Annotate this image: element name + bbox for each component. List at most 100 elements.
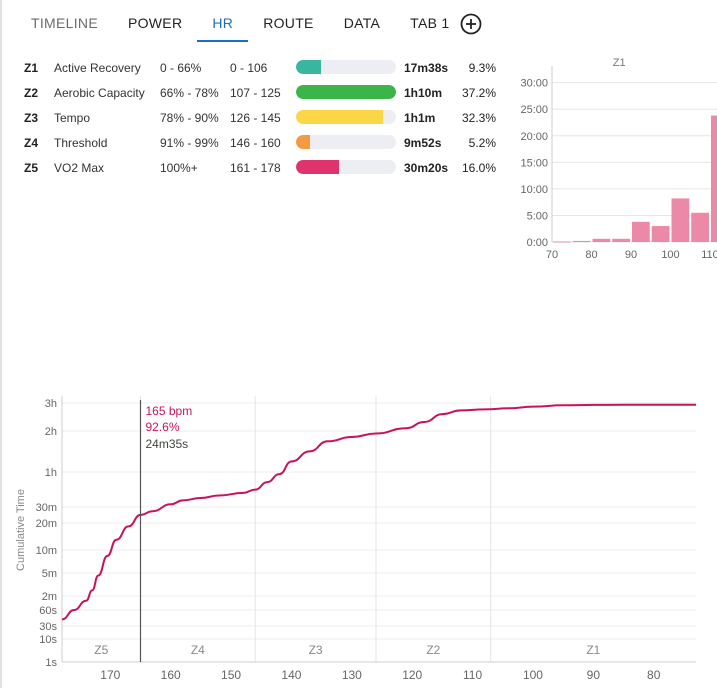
- zone-time-bar-fill: [296, 60, 321, 74]
- histogram-bar: [632, 221, 650, 242]
- cumulative-y-tick: 20m: [36, 518, 57, 530]
- zone-bpm-range: 146 - 160: [230, 136, 281, 150]
- hover-label-bpm: 165 bpm: [145, 404, 192, 418]
- zone-time-bar-fill: [296, 110, 383, 124]
- cumulative-x-tick: 170: [100, 668, 120, 682]
- zone-row: Z2 Aerobic Capacity 66% - 78% 107 - 125 …: [24, 83, 504, 103]
- histogram-bar: [651, 226, 670, 242]
- zone-percent-range: 91% - 99%: [160, 136, 219, 150]
- cumulative-x-tick: 130: [342, 668, 362, 682]
- cumulative-y-tick: 2m: [42, 591, 57, 603]
- zone-share: 37.2%: [461, 86, 496, 100]
- histogram-x-tick: 70: [546, 249, 558, 261]
- histogram-x-tick: 100: [661, 249, 679, 261]
- zone-label: Z1: [586, 643, 600, 657]
- histogram-bar: [612, 238, 630, 242]
- histogram-bar: [671, 198, 690, 242]
- cumulative-y-tick: 5m: [42, 568, 57, 580]
- zone-time-bar-fill: [296, 135, 310, 149]
- zone-name: Active Recovery: [54, 61, 141, 75]
- zone-id: Z1: [24, 61, 39, 75]
- zone-row: Z3 Tempo 78% - 90% 126 - 145 1h1m 32.3%: [24, 108, 504, 128]
- zone-time-bar-fill: [296, 160, 339, 174]
- cumulative-y-axis-title: Cumulative Time: [15, 489, 27, 571]
- zone-label: Z4: [191, 643, 205, 657]
- zone-id: Z5: [24, 161, 39, 175]
- cumulative-y-tick: 3h: [45, 398, 57, 410]
- zone-time: 30m20s: [404, 161, 449, 175]
- tab-route[interactable]: ROUTE: [263, 15, 314, 31]
- histogram-y-tick: 0:00: [527, 237, 548, 249]
- tab-tab-1[interactable]: TAB 1: [410, 15, 450, 31]
- hover-label-time: 24m35s: [145, 437, 188, 451]
- histogram-bar: [691, 212, 709, 242]
- tab-hr[interactable]: HR: [197, 15, 249, 42]
- hr-histogram-chart: Z1 0:00 5:00 10:00 15:00 20:00 25:00 30:00 70 80 9…: [520, 57, 717, 261]
- zone-share: 32.3%: [461, 111, 496, 125]
- cumulative-y-tick: 10s: [39, 634, 57, 646]
- zone-id: Z3: [24, 111, 39, 125]
- zone-name: Threshold: [54, 136, 108, 150]
- zone-share: 5.2%: [468, 136, 496, 150]
- tab-bar: TIMELINE POWER HR ROUTE DATA TAB 1: [16, 0, 465, 42]
- zone-time-bar: [296, 85, 396, 99]
- zone-row: Z1 Active Recovery 0 - 66% 0 - 106 17m38…: [24, 58, 504, 78]
- histogram-y-tick: 20:00: [520, 131, 548, 143]
- histogram-x-tick: 80: [585, 249, 597, 261]
- histogram-zone-label: Z1: [613, 57, 626, 69]
- zone-bpm-range: 161 - 178: [230, 161, 281, 175]
- hover-label-percent: 92.6%: [145, 420, 179, 434]
- zone-bpm-range: 0 - 106: [230, 61, 268, 75]
- cumulative-x-tick: 160: [161, 668, 181, 682]
- zone-time-bar: [296, 110, 396, 124]
- tab-data[interactable]: DATA: [343, 15, 381, 31]
- cumulative-x-tick: 90: [587, 668, 601, 682]
- cumulative-y-tick: 30s: [39, 621, 57, 633]
- zone-time: 1h1m: [404, 111, 436, 125]
- zone-percent-range: 66% - 78%: [160, 86, 219, 100]
- cumulative-y-tick: 1s: [45, 657, 57, 669]
- zone-bpm-range: 126 - 145: [230, 111, 281, 125]
- zone-id: Z2: [24, 86, 39, 100]
- zone-time-bar: [296, 135, 396, 149]
- zone-share: 9.3%: [468, 61, 496, 75]
- tab-power[interactable]: POWER: [127, 15, 183, 31]
- zone-time-bar: [296, 160, 396, 174]
- zone-name: VO2 Max: [54, 161, 105, 175]
- cumulative-y-tick: 1h: [45, 467, 57, 479]
- panel-divider: [0, 0, 2, 688]
- tab-timeline[interactable]: TIMELINE: [31, 15, 98, 31]
- zone-time-bar-fill: [296, 85, 396, 99]
- zone-name: Aerobic Capacity: [54, 86, 145, 100]
- histogram-y-tick: 5:00: [527, 210, 548, 222]
- histogram-y-tick: 30:00: [520, 78, 548, 90]
- histogram-bar: [592, 238, 611, 242]
- zone-label: Z3: [309, 643, 323, 657]
- histogram-bar: [572, 240, 591, 242]
- zone-row: Z5 VO2 Max 100%+ 161 - 178 30m20s 16.0%: [24, 158, 504, 178]
- zone-time: 9m52s: [404, 136, 442, 150]
- plus-circle-icon[interactable]: [460, 13, 482, 35]
- cumulative-x-tick: 80: [647, 668, 661, 682]
- zone-time: 17m38s: [404, 61, 449, 75]
- zone-name: Tempo: [54, 111, 91, 125]
- zone-share: 16.0%: [461, 161, 496, 175]
- zone-time: 1h10m: [404, 86, 443, 100]
- cumulative-x-tick: 100: [523, 668, 543, 682]
- zone-id: Z4: [24, 136, 39, 150]
- zone-row: Z4 Threshold 91% - 99% 146 - 160 9m52s 5…: [24, 133, 504, 153]
- cumulative-x-tick: 120: [402, 668, 422, 682]
- zone-time-bar: [296, 60, 396, 74]
- zone-percent-range: 0 - 66%: [160, 61, 202, 75]
- histogram-bar: [553, 241, 571, 243]
- cumulative-x-tick: 110: [463, 668, 482, 682]
- zone-label: Z5: [94, 643, 108, 657]
- zone-percent-range: 78% - 90%: [160, 111, 219, 125]
- histogram-y-tick: 25:00: [520, 104, 548, 116]
- cumulative-time-line: [61, 403, 696, 621]
- cumulative-x-tick: 140: [281, 668, 301, 682]
- cumulative-y-tick: 2h: [45, 426, 57, 438]
- histogram-x-tick: 110: [701, 249, 717, 261]
- histogram-bar: [711, 115, 717, 242]
